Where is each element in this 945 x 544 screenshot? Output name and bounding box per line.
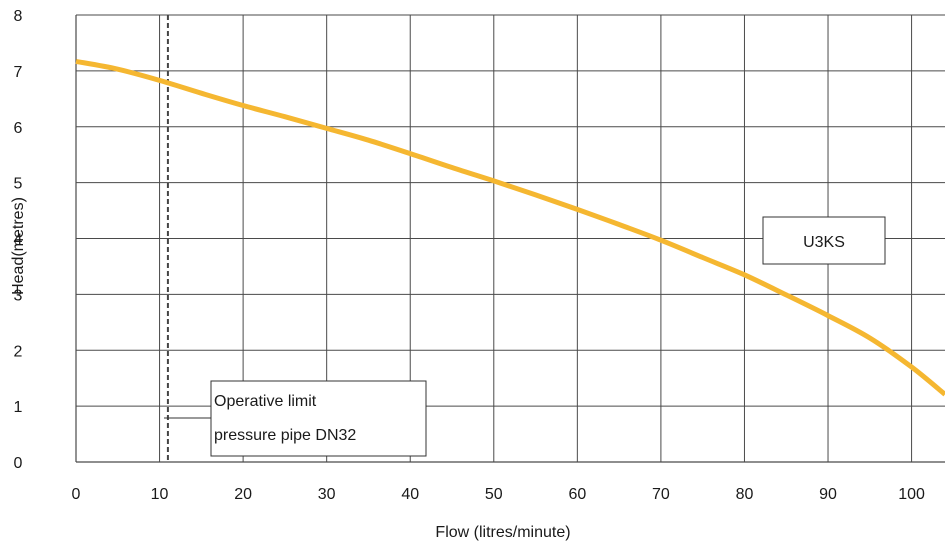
annotation-line-1: Operative limit [214, 393, 317, 410]
x-axis-label: Flow (litres/minute) [435, 524, 570, 541]
operative-limit-annotation: Operative limit pressure pipe DN32 [164, 380, 427, 457]
x-tick-label-0: 0 [72, 486, 81, 503]
grid [75, 14, 945, 463]
annotation-line-2: pressure pipe DN32 [214, 427, 356, 444]
series-line-u3ks [75, 58, 945, 397]
x-tick-label-20: 20 [234, 486, 252, 503]
x-tick-label-10: 10 [151, 486, 169, 503]
series-layer [75, 58, 945, 397]
series-label-text: U3KS [803, 234, 845, 251]
x-tick-label-30: 30 [318, 486, 336, 503]
x-tick-label-80: 80 [736, 486, 754, 503]
y-tick-label-3: 3 [14, 287, 23, 304]
x-tick-label-40: 40 [401, 486, 419, 503]
x-tick-label-50: 50 [485, 486, 503, 503]
x-tick-label-60: 60 [568, 486, 586, 503]
x-axis-ticks: 0 10 20 30 40 50 60 70 80 90 100 [72, 486, 925, 503]
y-axis-label: Head(metres) [10, 197, 27, 295]
annotation-box [210, 380, 427, 457]
y-tick-label-2: 2 [14, 343, 23, 360]
series-label-box [762, 216, 886, 265]
y-tick-label-6: 6 [14, 120, 23, 137]
y-tick-label-0: 0 [14, 455, 23, 472]
y-tick-label-4: 4 [14, 232, 23, 249]
y-tick-label-7: 7 [14, 64, 23, 81]
y-tick-label-8: 8 [14, 8, 23, 25]
x-tick-label-70: 70 [652, 486, 670, 503]
series-label: U3KS [762, 216, 886, 265]
x-tick-label-100: 100 [898, 486, 925, 503]
x-tick-label-90: 90 [819, 486, 837, 503]
y-tick-label-5: 5 [14, 176, 23, 193]
y-tick-label-1: 1 [14, 399, 23, 416]
y-axis-ticks: 0 1 2 3 4 5 6 7 8 [14, 8, 23, 472]
